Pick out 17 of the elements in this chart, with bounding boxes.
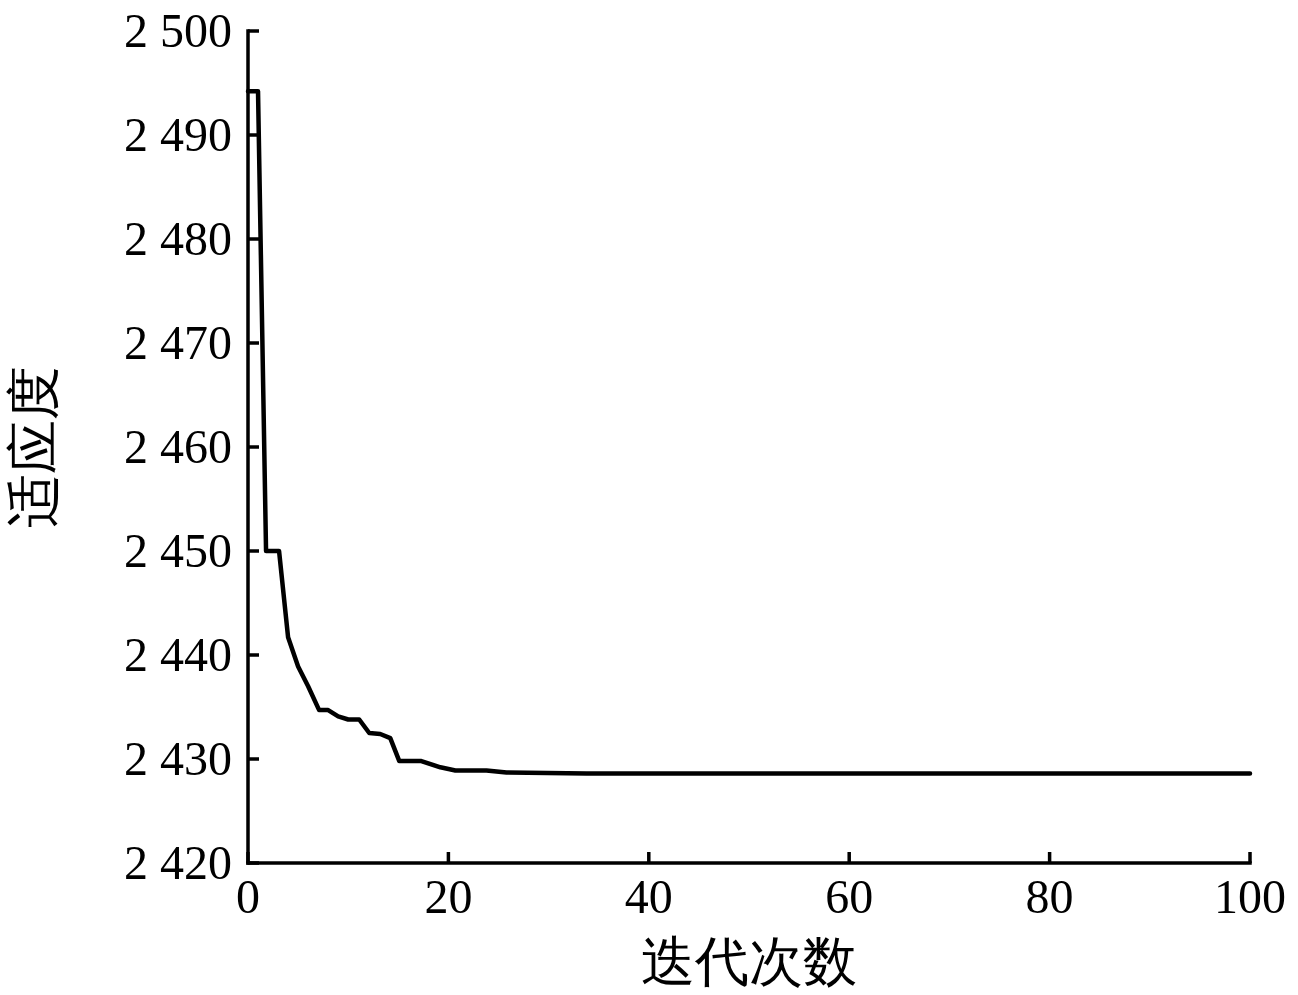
ytick-label: 2 450	[124, 524, 232, 578]
ytick-label: 2 490	[124, 108, 232, 162]
ytick-label: 2 500	[124, 4, 232, 58]
xtick-label: 0	[236, 870, 260, 923]
xlabel: 迭代次数	[641, 932, 857, 992]
xtick-label: 60	[825, 870, 874, 923]
xtick-label: 20	[424, 870, 473, 923]
xtick-label: 40	[624, 870, 673, 923]
ytick-label: 2 480	[124, 212, 232, 266]
ytick-label: 2 470	[124, 316, 232, 370]
ytick-label: 2 430	[124, 732, 232, 786]
ytick-label: 2 420	[124, 836, 232, 890]
ytick-label: 2 440	[124, 628, 232, 682]
xtick-label: 100	[1214, 870, 1286, 923]
xtick-label: 80	[1025, 870, 1074, 923]
ytick-label: 2 460	[124, 420, 232, 474]
ylabel: 适应度	[4, 366, 64, 528]
